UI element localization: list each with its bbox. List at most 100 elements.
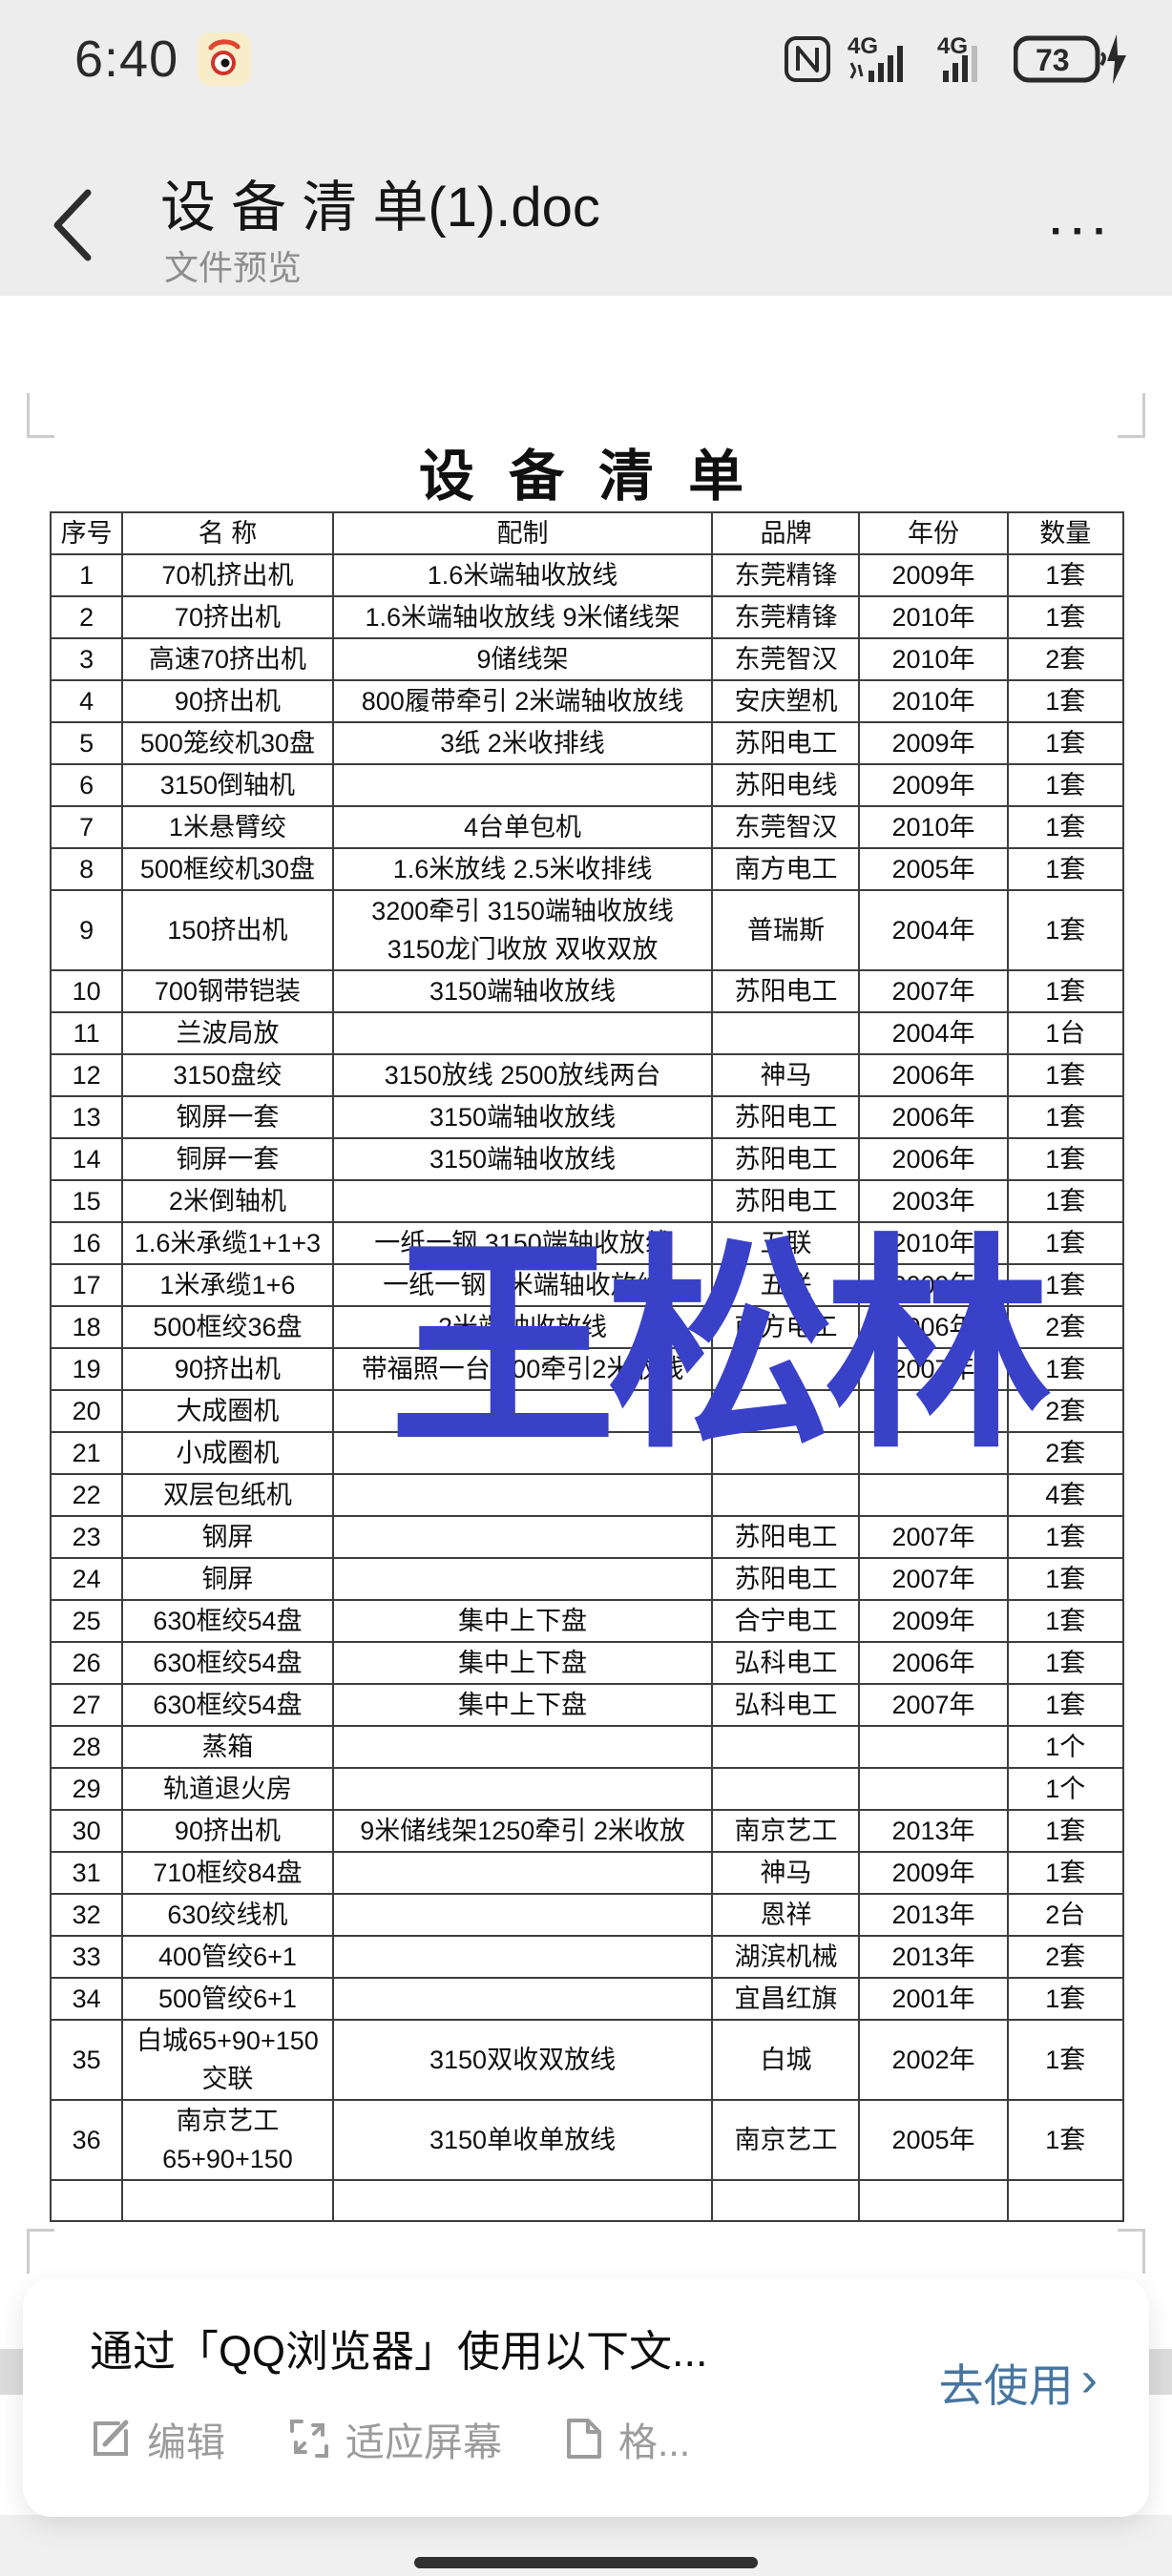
cell-name: 铜屏 [121, 1557, 334, 1601]
cell-brand: 弘科电工 [711, 1641, 861, 1685]
table-row: 14 铜屏一套 3150端轴收放线 苏阳电工 2006年 1套 [49, 1137, 1125, 1181]
cell-year: 2005年 [858, 847, 1009, 891]
go-use-label: 去使用 [938, 2360, 1074, 2411]
table-row: 8 500框绞机30盘 1.6米放线 2.5米收排线 南方电工 2005年 1套 [49, 847, 1125, 891]
cell-name: 1.6米承缆1+1+3 [121, 1221, 334, 1265]
cell-name: 630框绞54盘 [121, 1599, 334, 1643]
cell-index: 9 [49, 889, 124, 971]
table-row: 10 700钢带铠装 3150端轴收放线 苏阳电工 2007年 1套 [49, 969, 1125, 1013]
table-row: 6 3150倒轴机 苏阳电线 2009年 1套 [49, 763, 1125, 807]
cell-brand: 东莞精锋 [711, 595, 861, 639]
table-row: 9 150挤出机 3200牵引 3150端轴收放线 3150龙门收放 双收双放 … [49, 889, 1125, 971]
cell-index: 23 [49, 1515, 124, 1559]
cell-name: 630绞线机 [121, 1893, 334, 1937]
cell-brand: 宜昌红旗 [711, 1977, 861, 2021]
cell-config [331, 2179, 714, 2222]
cell-index: 13 [49, 1095, 124, 1139]
cell-brand [711, 2179, 861, 2222]
table-row: 35 白城65+90+150 交联 3150双收双放线 白城 2002年 1套 [49, 2019, 1125, 2101]
format-button[interactable]: 格... [565, 2410, 690, 2467]
cell-index: 26 [49, 1641, 124, 1685]
cell-brand [711, 1011, 861, 1055]
cell-year: 2010年 [858, 595, 1009, 639]
cell-config [331, 1893, 714, 1937]
edit-button[interactable]: 编辑 [90, 2410, 225, 2467]
home-indicator[interactable] [414, 2557, 758, 2568]
cell-name: 蒸箱 [121, 1725, 334, 1769]
cell-config [331, 1977, 714, 2021]
format-label: 格... [618, 2420, 691, 2464]
page-corner-top-left [27, 393, 54, 438]
table-row: 25 630框绞54盘 集中上下盘 合宁电工 2009年 1套 [49, 1599, 1125, 1643]
page-edge-left [0, 2349, 25, 2395]
cell-index: 31 [49, 1851, 124, 1895]
equipment-table: 序号 名 称 配制 品牌 年份 数量 1 70机挤出机 1.6米端轴收放线 东莞… [49, 511, 1125, 2222]
cell-config [331, 1557, 714, 1601]
cell-config [331, 1851, 714, 1895]
cell-name: 南京艺工 65+90+150 [121, 2099, 334, 2181]
cell-qty: 1套 [1006, 553, 1125, 597]
cell-brand: 苏阳电线 [711, 763, 861, 807]
cell-qty: 1套 [1006, 1179, 1125, 1223]
table-row: 28 蒸箱 1个 [49, 1725, 1125, 1769]
cell-qty: 1套 [1006, 847, 1125, 891]
more-menu-button[interactable]: ··· [1050, 208, 1115, 255]
cell-index: 24 [49, 1557, 124, 1601]
cell-name: 90挤出机 [121, 679, 334, 723]
cell-index: 15 [49, 1179, 124, 1223]
cell-brand [711, 1389, 861, 1433]
cell-brand: 东莞智汉 [711, 637, 861, 681]
cell-config: 9米储线架1250牵引 2米收放 [331, 1809, 714, 1853]
cell-year: 2006年 [858, 1053, 1009, 1097]
table-row: 34 500管绞6+1 宜昌红旗 2001年 1套 [49, 1977, 1125, 2021]
page-corner-top-right [1118, 393, 1145, 438]
back-button[interactable] [50, 187, 94, 263]
cell-brand [711, 1473, 861, 1517]
col-header-index: 序号 [49, 511, 124, 555]
cell-config: 2米端轴收放线 [331, 1305, 714, 1349]
cell-config: 4台单包机 [331, 805, 714, 849]
cell-index: 10 [49, 969, 124, 1013]
cell-brand: 南方电工 [711, 1305, 861, 1349]
go-use-button[interactable]: 去使用 › [939, 2349, 1098, 2415]
cell-index: 36 [49, 2099, 124, 2181]
fit-screen-button[interactable]: 适应屏幕 [288, 2410, 502, 2467]
cell-year [858, 1431, 1009, 1475]
cell-name: 500框绞36盘 [121, 1305, 334, 1349]
cell-year: 2005年 [858, 2099, 1009, 2181]
cell-index: 5 [49, 721, 124, 765]
table-row [49, 2179, 1125, 2222]
cell-qty: 4套 [1006, 1473, 1125, 1517]
cell-year: 2006年 [858, 1305, 1009, 1349]
table-row: 4 90挤出机 800履带牵引 2米端轴收放线 安庆塑机 2010年 1套 [49, 679, 1125, 723]
table-row: 23 钢屏 苏阳电工 2007年 1套 [49, 1515, 1125, 1559]
cell-year: 2013年 [858, 1893, 1009, 1937]
cell-brand: 安庆塑机 [711, 679, 861, 723]
cell-year: 2009年 [858, 1851, 1009, 1895]
table-row: 12 3150盘绞 3150放线 2500放线两台 神马 2006年 1套 [49, 1053, 1125, 1097]
battery-percent: 73 [1036, 43, 1070, 77]
cell-year [858, 1767, 1009, 1811]
cell-config: 一纸一钢 2米端轴收放线 [331, 1263, 714, 1307]
cell-qty: 1套 [1006, 969, 1125, 1013]
cell-year: 2009年 [858, 763, 1009, 807]
table-row: 22 双层包纸机 4套 [49, 1473, 1125, 1517]
cell-config: 1.6米放线 2.5米收排线 [331, 847, 714, 891]
file-title: 设 备 清 单(1).doc [160, 177, 600, 239]
cell-qty: 1套 [1006, 1053, 1125, 1097]
table-row: 29 轨道退火房 1个 [49, 1767, 1125, 1811]
cell-brand: 弘科电工 [711, 1683, 861, 1727]
top-bar: 6:40 4G [0, 0, 1172, 296]
cell-index: 8 [49, 847, 124, 891]
cell-qty: 1套 [1006, 1515, 1125, 1559]
cell-config: 3150端轴收放线 [331, 969, 714, 1013]
cell-name [121, 2179, 334, 2222]
cell-index: 34 [49, 1977, 124, 2021]
cell-name: 70机挤出机 [121, 553, 334, 597]
cell-year [858, 2179, 1009, 2222]
cell-name: 大成圈机 [121, 1389, 334, 1433]
status-bar: 6:40 4G [0, 21, 1172, 97]
cell-index: 21 [49, 1431, 124, 1475]
cell-qty: 1个 [1006, 1767, 1125, 1811]
